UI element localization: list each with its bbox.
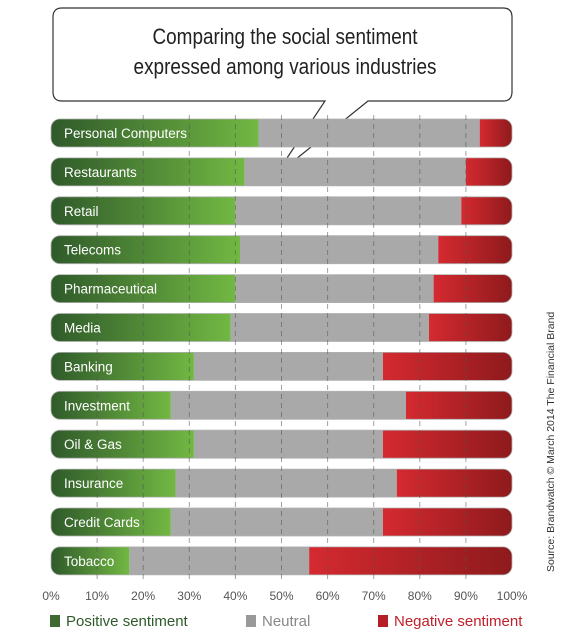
x-tick-label: 40% [223,589,247,603]
category-label: Pharmaceutical [64,282,157,297]
category-label: Investment [64,398,130,413]
legend-negative-swatch [378,615,388,627]
bar-segment-negative [382,352,512,381]
bar-segment-positive [51,235,241,264]
bar-segment-negative [433,274,512,303]
x-tick-label: 80% [408,589,432,603]
bar-row-restaurants [51,157,512,186]
bar-segment-positive [51,546,130,575]
chart-title-line-1: Comparing the social sentiment [152,24,418,49]
bar-segment-positive [51,196,236,225]
bar-row-credit-cards [51,508,512,536]
bar-segment-neutral [258,119,480,147]
x-tick-label: 0% [42,589,60,603]
bar-segment-negative [309,546,512,575]
category-label: Restaurants [64,165,137,180]
bar-segment-negative [479,119,512,147]
bar-row-insurance [51,469,512,498]
category-label: Media [64,321,101,336]
category-label: Telecoms [64,243,121,258]
bar-row-banking [51,352,512,381]
category-label: Personal Computers [64,126,187,141]
bar-outline [50,507,513,537]
category-label: Insurance [64,476,123,491]
bar-segment-negative [429,313,512,342]
legend-neutral: Neutral [246,611,310,631]
bar-segment-neutral [235,196,462,225]
category-label: Credit Cards [64,515,140,530]
bar-segment-neutral [235,274,434,303]
bar-row-tobacco [51,546,512,575]
x-tick-label: 30% [177,589,201,603]
bar-segment-neutral [193,430,383,459]
bar-outline [50,274,513,304]
x-tick-label: 20% [131,589,155,603]
bar-segment-negative [461,196,512,225]
bar-row-investment [51,391,512,420]
bar-segment-negative [396,469,512,498]
bar-row-retail [51,196,512,225]
bar-segment-neutral [193,352,383,381]
legend-positive: Positive sentiment [50,611,188,631]
bar-segment-neutral [230,313,430,342]
bar-segment-neutral [170,508,383,536]
bar-segment-negative [382,430,512,459]
bar-segment-positive [51,508,171,536]
bar-segment-positive [51,119,259,147]
bar-segment-positive [51,469,176,498]
chart-title-line-2: expressed among various industries [133,54,437,79]
bar-segment-positive [51,157,245,186]
x-tick-label: 90% [454,589,478,603]
x-tick-label: 10% [85,589,109,603]
source-note: Source: Brandwatch © March 2014 The Fina… [545,311,557,572]
bar-segment-neutral [244,157,466,186]
chart-title: Comparing the social sentiment expressed… [92,22,479,82]
x-tick-label: 100% [497,589,528,603]
category-label: Oil & Gas [64,437,122,452]
bar-outline [50,157,513,187]
bar-segment-neutral [240,235,439,264]
bar-row-telecoms [51,235,512,264]
legend-negative-label: Negative sentiment [394,612,523,630]
bar-segment-negative [405,391,512,420]
bar-segment-negative [382,508,512,536]
bar-segment-neutral [129,546,310,575]
x-tick-label: 60% [316,589,340,603]
bar-segment-positive [51,352,194,381]
x-tick-label: 50% [269,589,293,603]
category-label: Tobacco [64,554,114,569]
bar-segment-neutral [175,469,397,498]
bar-segment-positive [51,391,171,420]
category-label: Retail [64,204,99,219]
legend-negative: Negative sentiment [378,611,522,631]
bar-row-personal-computers [51,119,512,147]
bar-row-media [51,313,512,342]
legend-positive-swatch [50,615,60,627]
bar-row-oil-gas [51,430,512,459]
legend-neutral-label: Neutral [262,612,311,630]
bar-segment-positive [51,430,194,459]
legend-neutral-swatch [246,615,256,627]
bar-segment-neutral [170,391,406,420]
bar-outline [50,390,513,420]
x-tick-label: 70% [362,589,386,603]
bar-segment-positive [51,313,231,342]
category-label: Banking [64,359,113,374]
bar-segment-negative [465,157,512,186]
bar-segment-negative [438,235,512,264]
legend-positive-label: Positive sentiment [66,612,188,630]
